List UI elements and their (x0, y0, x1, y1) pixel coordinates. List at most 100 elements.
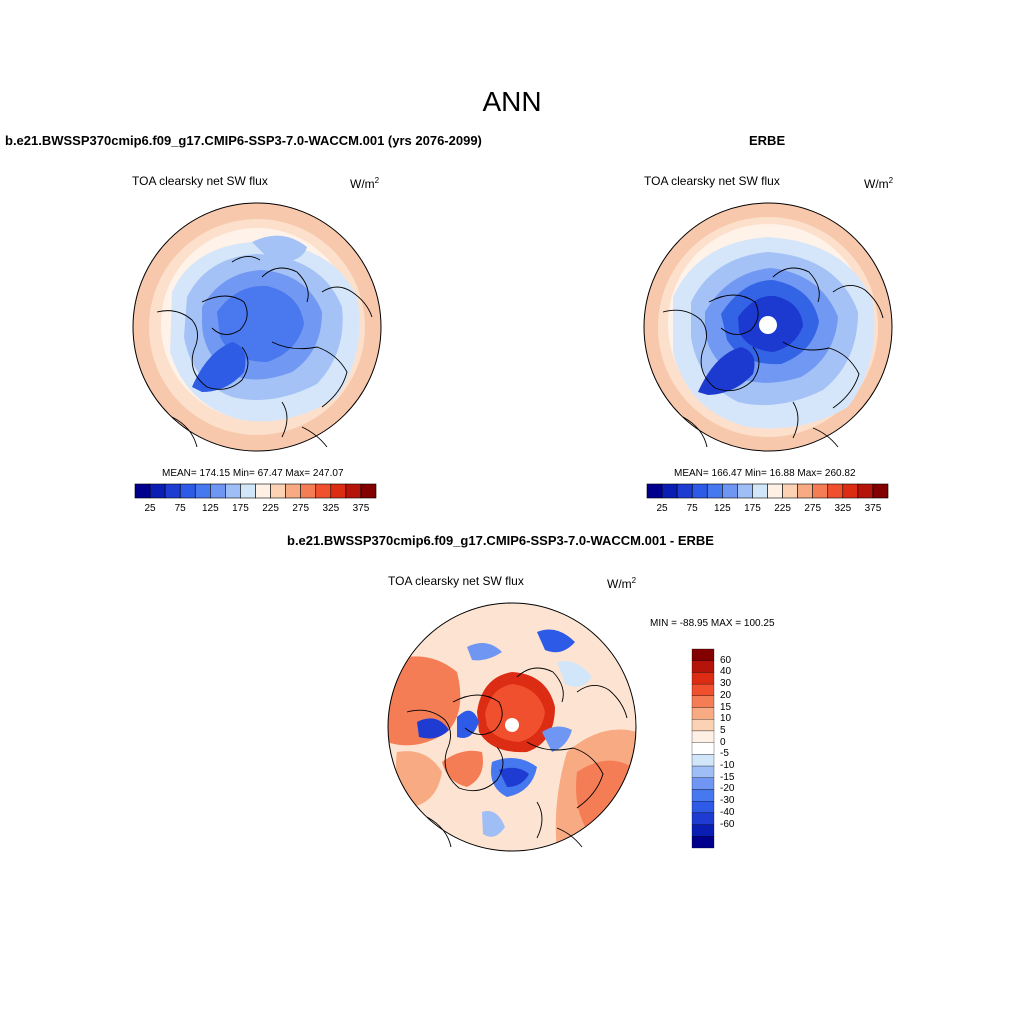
colorbar-tick-label: 15 (720, 701, 732, 713)
left-colorbar (134, 483, 377, 499)
colorbar-tick-label: 10 (720, 713, 732, 725)
colorbar-swatch (691, 812, 715, 825)
colorbar-swatch (225, 483, 241, 499)
colorbar-swatch (691, 742, 715, 755)
colorbar-tick-label: 0 (720, 736, 726, 748)
left-colorbar-ticks: 25 75 125 175 225 275 325 375 (135, 503, 376, 517)
right-units-label: W/m2 (864, 176, 894, 191)
colorbar-tick-label: -40 (720, 806, 735, 818)
colorbar-swatch (812, 483, 829, 499)
colorbar-tick-label: 375 (352, 503, 370, 514)
colorbar-swatch (691, 483, 708, 499)
colorbar-swatch (149, 483, 166, 499)
figure-title: ANN (482, 86, 542, 117)
colorbar-tick-label: 175 (232, 503, 249, 514)
colorbar-swatch (315, 483, 332, 499)
right-colorbar (646, 483, 889, 499)
colorbar-tick-label: 175 (744, 503, 761, 514)
colorbar-tick-label: 225 (262, 503, 279, 514)
colorbar-tick-label: 75 (686, 503, 698, 514)
colorbar-swatch (691, 777, 715, 790)
colorbar-swatch (872, 483, 889, 499)
colorbar-swatch (691, 719, 715, 732)
colorbar-swatch (691, 754, 715, 767)
colorbar-swatch (691, 695, 715, 708)
colorbar-swatch (691, 707, 715, 720)
colorbar-tick-label: 25 (656, 503, 668, 514)
colorbar-tick-label: 325 (834, 503, 852, 514)
colorbar-swatch (797, 483, 813, 499)
colorbar-swatch (646, 483, 663, 499)
colorbar-swatch (691, 801, 715, 814)
left-polar-map (132, 202, 382, 452)
colorbar-swatch (300, 483, 317, 499)
colorbar-swatch (691, 648, 715, 661)
colorbar-swatch (210, 483, 226, 499)
colorbar-swatch (691, 730, 715, 743)
diff-variable-label: TOA clearsky net SW flux (388, 574, 524, 588)
colorbar-tick-label: -20 (720, 783, 735, 795)
colorbar-swatch (691, 672, 715, 685)
colorbar-swatch (360, 483, 377, 499)
colorbar-tick-label: 275 (292, 503, 310, 514)
colorbar-tick-label: -15 (720, 771, 735, 783)
right-colorbar-ticks: 25 75 125 175 225 275 325 375 (647, 503, 888, 517)
colorbar-swatch (691, 765, 715, 778)
colorbar-swatch (661, 483, 678, 499)
colorbar-swatch (857, 483, 874, 499)
colorbar-tick-label: 225 (774, 503, 791, 514)
diff-polar-map (387, 602, 637, 852)
diff-units-label: W/m2 (607, 576, 637, 591)
diff-minmax: MIN = -88.95 MAX = 100.25 (650, 618, 775, 629)
colorbar-tick-label: 40 (720, 666, 732, 678)
colorbar-swatch (179, 483, 196, 499)
colorbar-tick-label: 375 (864, 503, 882, 514)
left-panel-header: b.e21.BWSSP370cmip6.f09_g17.CMIP6-SSP3-7… (5, 133, 482, 148)
colorbar-swatch (330, 483, 347, 499)
right-stats: MEAN= 166.47 Min= 16.88 Max= 260.82 (674, 468, 856, 479)
right-variable-label: TOA clearsky net SW flux (644, 174, 780, 188)
colorbar-tick-label: -10 (720, 760, 735, 772)
colorbar-tick-label: 125 (713, 503, 731, 514)
colorbar-tick-label: 5 (720, 724, 726, 736)
colorbar-swatch (270, 483, 286, 499)
colorbar-swatch (691, 836, 715, 849)
colorbar-swatch (134, 483, 151, 499)
colorbar-swatch (676, 483, 693, 499)
colorbar-swatch (194, 483, 211, 499)
colorbar-tick-label: 30 (720, 678, 732, 690)
colorbar-tick-label: -5 (720, 748, 729, 760)
colorbar-swatch (691, 789, 715, 802)
colorbar-swatch (706, 483, 723, 499)
colorbar-tick-label: 60 (720, 654, 732, 666)
colorbar-swatch (722, 483, 738, 499)
colorbar-tick-label: 25 (144, 503, 156, 514)
colorbar-tick-label: 20 (720, 689, 732, 701)
colorbar-tick-label: 325 (322, 503, 340, 514)
left-units-label: W/m2 (350, 176, 380, 191)
colorbar-tick-label: -30 (720, 795, 735, 807)
colorbar-swatch (842, 483, 859, 499)
colorbar-swatch (691, 660, 715, 673)
colorbar-swatch (827, 483, 844, 499)
colorbar-swatch (737, 483, 753, 499)
colorbar-swatch (691, 683, 715, 696)
diff-colorbar-labels: 60 40 30 20 15 10 5 0 -5 -10 -15 -20 -30 -40 -60 (720, 649, 760, 848)
left-variable-label: TOA clearsky net SW flux (132, 174, 268, 188)
diff-panel-header: b.e21.BWSSP370cmip6.f09_g17.CMIP6-SSP3-7… (287, 533, 714, 548)
colorbar-swatch (782, 483, 798, 499)
colorbar-swatch (164, 483, 181, 499)
diff-colorbar (691, 648, 715, 849)
left-stats: MEAN= 174.15 Min= 67.47 Max= 247.07 (162, 468, 344, 479)
colorbar-swatch (255, 483, 271, 499)
right-panel-header: ERBE (749, 133, 786, 148)
colorbar-tick-label: 125 (201, 503, 219, 514)
colorbar-swatch (767, 483, 783, 499)
colorbar-swatch (752, 483, 768, 499)
colorbar-tick-label: 275 (804, 503, 822, 514)
colorbar-swatch (345, 483, 362, 499)
colorbar-tick-label: 75 (174, 503, 186, 514)
colorbar-tick-label: -60 (720, 818, 735, 830)
right-polar-map (643, 202, 893, 452)
colorbar-swatch (240, 483, 256, 499)
